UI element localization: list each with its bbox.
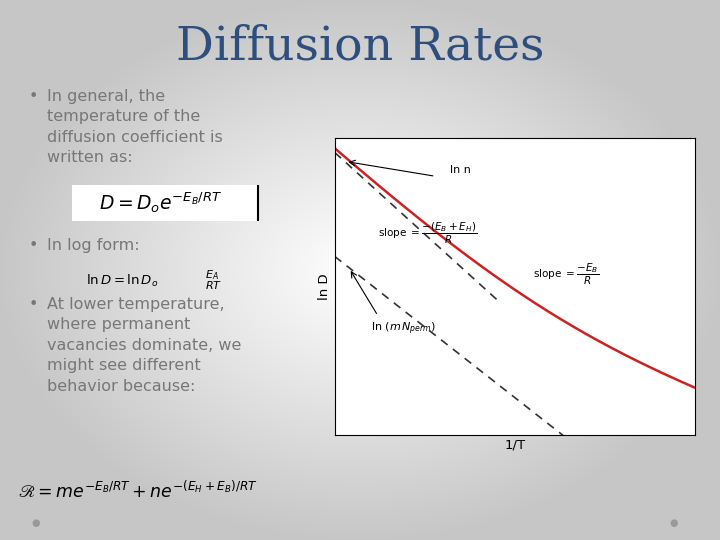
Y-axis label: ln D: ln D [318,273,330,300]
Text: slope $= \dfrac{-E_B}{R}$: slope $= \dfrac{-E_B}{R}$ [533,262,599,287]
Text: At lower temperature,
where permanent
vacancies dominate, we
might see different: At lower temperature, where permanent va… [47,297,241,394]
Text: ln n: ln n [450,165,471,176]
Text: $\mathrm{ln}\,D = \mathrm{ln}\,D_o$: $\mathrm{ln}\,D = \mathrm{ln}\,D_o$ [86,273,159,289]
Text: Diffusion Rates: Diffusion Rates [176,24,544,70]
FancyBboxPatch shape [63,183,258,223]
Text: ln $(m\,N_{perm})$: ln $(m\,N_{perm})$ [371,320,436,336]
Text: $\mathscr{R} = me^{-E_B/RT} + ne^{-(E_H+E_B)/RT}$: $\mathscr{R} = me^{-E_B/RT} + ne^{-(E_H+… [18,481,258,501]
Text: In general, the
temperature of the
diffusion coefficient is
written as:: In general, the temperature of the diffu… [47,89,222,165]
X-axis label: 1/T: 1/T [504,439,526,452]
Text: slope $= \dfrac{-(E_B+E_H)}{R}$: slope $= \dfrac{-(E_B+E_H)}{R}$ [378,221,477,246]
Text: $RT$: $RT$ [205,279,222,291]
Text: ●: ● [670,518,678,529]
Text: •: • [29,89,38,104]
Text: $E_A$: $E_A$ [205,268,219,282]
Text: •: • [29,297,38,312]
Text: $D = D_o e^{-E_B/RT}$: $D = D_o e^{-E_B/RT}$ [99,191,222,215]
Text: In log form:: In log form: [47,238,140,253]
Text: ●: ● [31,518,40,529]
Text: •: • [29,238,38,253]
